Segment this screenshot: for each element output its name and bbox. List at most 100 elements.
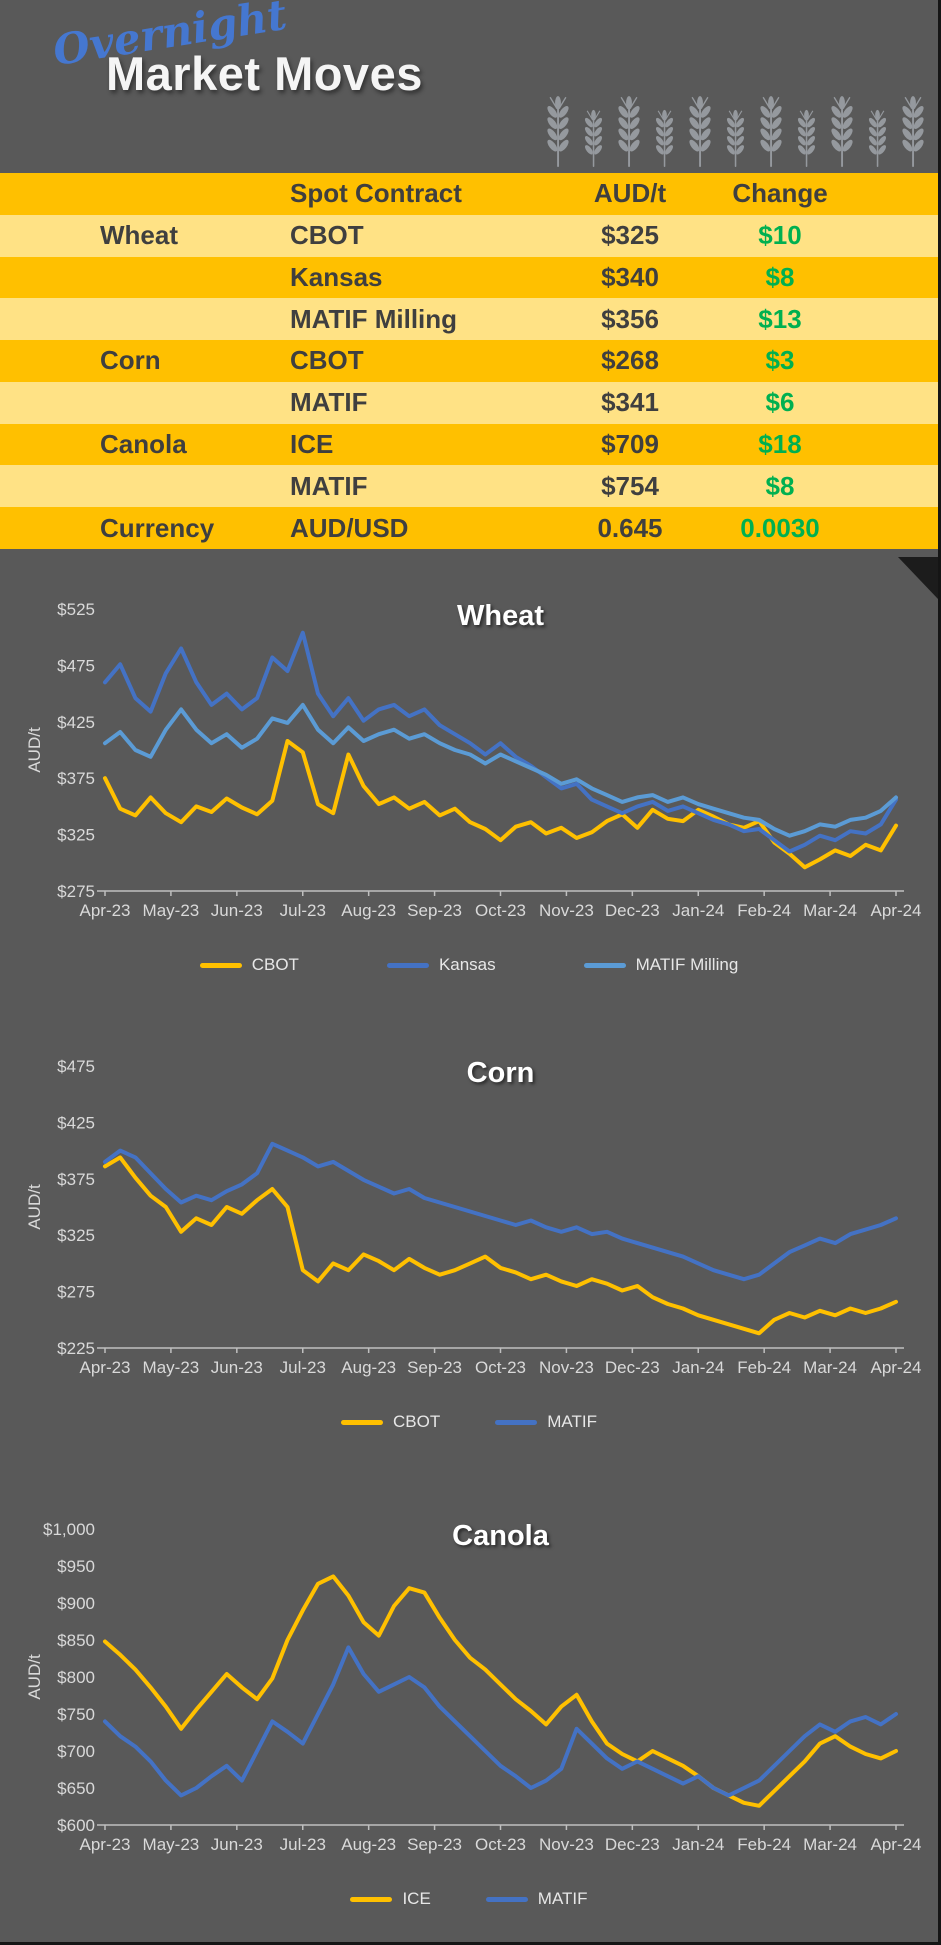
legend-item: CBOT (341, 1412, 440, 1432)
x-tick-label: Sep-23 (407, 1835, 462, 1854)
chart-title: Canola (452, 1520, 550, 1552)
legend-swatch (485, 1896, 528, 1902)
header-change: Change (732, 178, 828, 209)
y-tick-label: $475 (57, 1057, 95, 1076)
y-tick-label: $375 (57, 769, 95, 788)
wheat-chart: $275 $325 $375 $425 $475 $525 Apr-23 May-23 Jun-… (25, 600, 922, 920)
y-tick-label: $475 (57, 656, 95, 675)
commodity-cell: Wheat (100, 220, 178, 251)
x-tick-label: Mar-24 (803, 901, 857, 920)
series-line-matif (103, 1141, 898, 1282)
legend-swatch (386, 962, 429, 968)
change-cell: $13 (758, 303, 802, 334)
contract-cell: Kansas (290, 261, 383, 292)
x-tick-label: Jan-24 (672, 1835, 724, 1854)
legend-swatch (341, 1419, 384, 1425)
x-tick-label: Nov-23 (539, 1358, 594, 1377)
table-header-row: Spot Contract AUD/t Change (0, 173, 938, 215)
wheat-chart-legend: CBOT Kansas MATIF Milling (0, 934, 938, 996)
page-title: Market Moves (106, 47, 423, 100)
wheat-icon (612, 95, 646, 167)
corn-chart: $225 $275 $325 $375 $425 $475 Apr-23 May-23 Jun-… (25, 1057, 922, 1377)
series-line-cbot (103, 739, 898, 870)
x-tick-label: Apr-24 (870, 1358, 921, 1377)
wheat-icon (541, 95, 575, 167)
change-cell: $3 (765, 345, 795, 376)
x-tick-label: Jan-24 (672, 1358, 724, 1377)
x-tick-label: Aug-23 (341, 901, 396, 920)
x-tick-label: Aug-23 (341, 1835, 396, 1854)
x-tick-label: Feb-24 (737, 1835, 791, 1854)
canola-chart-legend: ICE MATIF (0, 1868, 938, 1930)
legend-item: MATIF (495, 1412, 597, 1432)
legend-item: ICE (350, 1889, 431, 1909)
table-row: MATIF Milling $356 $13 (0, 298, 938, 341)
x-tick-label: Sep-23 (407, 901, 462, 920)
commodity-cell: Corn (100, 345, 161, 376)
y-tick-label: $275 (57, 1283, 95, 1302)
price-table: Spot Contract AUD/t Change Wheat CBOT $325 $10… (0, 173, 938, 549)
x-tick-label: Jul-23 (280, 1358, 326, 1377)
x-tick-label: Apr-23 (79, 901, 130, 920)
y-tick-label: $425 (57, 1113, 95, 1132)
y-tick-label: $750 (57, 1705, 95, 1724)
wheat-icon (863, 109, 892, 167)
price-cell: $341 (601, 387, 659, 418)
legend-item: Kansas (386, 955, 496, 975)
x-tick-label: Feb-24 (737, 901, 791, 920)
series-line-matif-milling (103, 702, 898, 838)
series-line-cbot (103, 1155, 898, 1336)
contract-cell: ICE (290, 429, 334, 460)
x-tick-label: Jun-23 (211, 901, 263, 920)
legend-item: MATIF Milling (583, 955, 738, 975)
legend-label: CBOT (251, 955, 299, 974)
price-cell: $754 (601, 470, 659, 501)
contract-cell: MATIF (290, 470, 368, 501)
price-cell: $356 (601, 303, 659, 334)
wheat-icon (792, 109, 821, 167)
x-tick-label: Jan-24 (672, 901, 724, 920)
wheat-icon (896, 95, 930, 167)
series-line-matif (103, 1645, 898, 1798)
x-tick-label: Feb-24 (737, 1358, 791, 1377)
x-tick-label: Apr-24 (870, 901, 921, 920)
legend-swatch (199, 962, 242, 968)
y-tick-label: $275 (57, 882, 95, 901)
y-tick-label: $850 (57, 1631, 95, 1650)
header-aud-t: AUD/t (593, 178, 667, 209)
table-row: Corn CBOT $268 $3 (0, 340, 938, 382)
series-line-ice (103, 1574, 898, 1808)
change-cell: $6 (765, 387, 795, 418)
price-cell: $709 (601, 429, 659, 460)
y-tick-label: $800 (57, 1668, 95, 1687)
table-row: Canola ICE $709 $18 (0, 423, 938, 466)
x-tick-label: Oct-23 (475, 901, 526, 920)
change-cell: $18 (758, 429, 802, 460)
change-cell: 0.0030 (740, 512, 820, 543)
y-tick-label: $525 (57, 600, 95, 619)
y-axis-label: AUD/t (25, 727, 44, 773)
wheat-icon (683, 95, 717, 167)
x-tick-label: Apr-23 (79, 1835, 130, 1854)
legend-label: Kansas (438, 955, 496, 974)
x-tick-label: Oct-23 (475, 1358, 526, 1377)
x-tick-label: Aug-23 (341, 1358, 396, 1377)
commodity-cell: Currency (100, 512, 215, 543)
wheat-icon (579, 109, 608, 167)
y-axis-label: AUD/t (25, 1184, 44, 1230)
y-tick-label: $325 (57, 826, 95, 845)
x-tick-label: Apr-24 (870, 1835, 921, 1854)
x-tick-label: Sep-23 (407, 1358, 462, 1377)
canola-chart-section: $600 $650 $700 $750 $800 $850 $900 $950 $1,000 Ap… (0, 1489, 938, 1930)
price-cell: $340 (601, 261, 659, 292)
y-tick-label: $225 (57, 1339, 95, 1358)
table-row: MATIF $754 $8 (0, 465, 938, 508)
corn-chart-legend: CBOT MATIF (0, 1391, 938, 1453)
legend-label: MATIF (537, 1889, 588, 1908)
contract-cell: MATIF Milling (290, 303, 458, 334)
contract-cell: CBOT (290, 345, 364, 376)
wheat-chart-section: $275 $325 $375 $425 $475 $525 Apr-23 May-23 Jun-… (0, 557, 938, 996)
change-cell: $10 (758, 220, 802, 251)
y-tick-label: $375 (57, 1170, 95, 1189)
